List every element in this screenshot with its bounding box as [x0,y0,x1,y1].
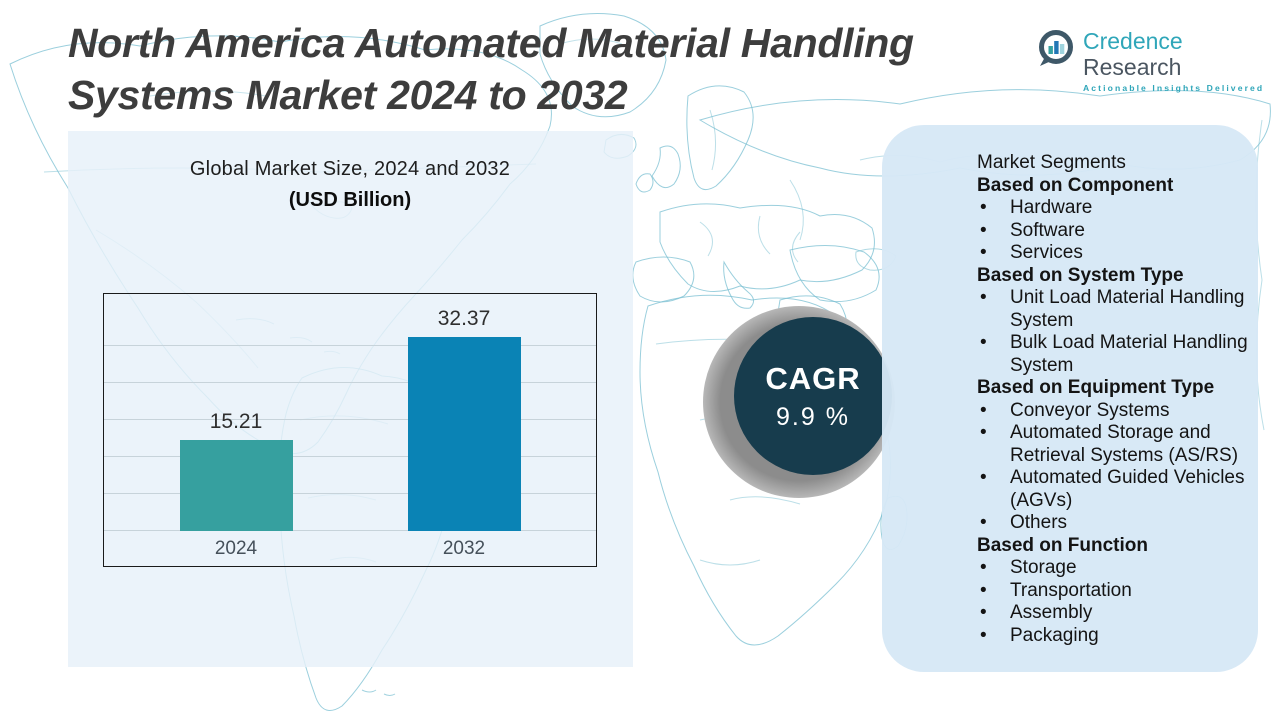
segment-item: • Automated Guided Vehicles (AGVs) [977,467,1249,512]
bullet-icon: • [980,512,987,533]
logo-tagline: Actionable Insights Delivered [1083,83,1265,93]
segment-item: • Transportation [977,580,1249,603]
segment-item-label: Storage [1010,557,1077,578]
segment-item: • Storage [977,557,1249,580]
bar-value-label: 32.37 [437,307,491,330]
bullet-icon: • [980,219,987,241]
gridline [104,419,596,420]
bullet-icon: • [980,242,987,263]
gridline [104,530,596,531]
segment-item: • Conveyor Systems [977,400,1249,423]
segments-list: Market Segments Based on Component • Hardw… [977,152,1249,647]
cagr-label: CAGR [765,360,861,396]
segment-item: • Others [977,512,1249,535]
segment-item: • Automated Storage and Retrieval Systems… [977,422,1249,467]
segment-item-label: Automated Guided Vehicles (AGVs) [1010,467,1245,511]
bullet-icon: • [980,422,987,443]
segment-item: • Hardware [977,197,1249,220]
bar-group: 32.37 2032 [407,294,521,559]
bar-2024 [179,440,293,531]
segment-group-heading: Based on Function [977,534,1148,556]
bullet-icon: • [980,287,987,308]
segment-group-heading: Based on System Type [977,264,1184,286]
bullet-icon: • [980,602,987,623]
x-axis-label: 2024 [214,538,258,559]
x-axis-label: 2032 [442,538,486,559]
title-line-2: Systems Market 2024 to 2032 [68,71,628,118]
segment-item-label: Services [1010,242,1083,263]
segment-item-label: Bulk Load Material Handling System [1010,332,1248,376]
segment-item-label: Packaging [1010,624,1099,646]
segment-item: • Packaging [977,625,1249,648]
bullet-icon: • [980,579,987,601]
chart-panel-background [68,131,633,667]
chart-subtitle: (USD Billion) [288,189,412,211]
segment-group-heading: Based on Equipment Type [977,377,1215,398]
segment-item: • Services [977,242,1249,265]
bullet-icon: • [980,332,987,353]
segment-item-label: Unit Load Material Handling System [1010,287,1245,331]
segments-panel [882,125,1258,672]
bar-chart: 15.21 2024 32.37 2032 [103,293,597,567]
cagr-badge: CAGR 9.9 % [734,317,892,475]
brand-name-secondary: Research [1083,54,1182,80]
bullet-icon: • [980,557,987,578]
segment-item-label: Conveyor Systems [1010,399,1170,421]
bar-2032 [407,337,521,531]
segment-item-label: Others [1010,512,1068,533]
gridline [104,345,596,346]
bullet-icon: • [980,467,987,488]
gridline [104,493,596,494]
bar-chart-bubble-icon [1036,28,1076,73]
chart-gridlines [104,294,596,531]
page-title: North America Automated Material Handlin… [68,18,1048,121]
segment-item-label: Transportation [1010,579,1132,601]
bar-value-label: 15.21 [209,410,263,433]
map-europe [632,85,897,309]
segment-item: • Software [977,220,1249,243]
chart-header: Global Market Size, 2024 and 2032 (USD B… [103,158,597,212]
segment-item: • Bulk Load Material Handling System [977,332,1249,377]
segment-item-label: Software [1010,219,1085,241]
gridline [104,456,596,457]
gridline [104,382,596,383]
bullet-icon: • [980,624,987,646]
bullet-icon: • [980,399,987,421]
segment-item-label: Hardware [1010,197,1093,218]
title-line-1: North America Automated Material Handlin… [68,20,914,66]
segment-item-label: Assembly [1010,602,1093,623]
bar-group: 15.21 2024 [179,294,293,559]
segment-item: • Assembly [977,602,1249,625]
credence-research-logo: Credence Research Actionable Insights De… [1036,28,1280,93]
bullet-icon: • [980,197,987,218]
segment-item: • Unit Load Material Handling System [977,287,1249,332]
segment-item-label: Automated Storage and Retrieval Systems … [1010,422,1239,466]
chart-title: Global Market Size, 2024 and 2032 [189,158,511,180]
cagr-value: 9.9 % [776,402,850,431]
segments-title: Market Segments [977,152,1126,173]
segment-group-heading: Based on Component [977,174,1174,196]
brand-name-primary: Credence [1083,28,1183,54]
bar-plot: 15.21 2024 32.37 2032 [104,294,596,559]
